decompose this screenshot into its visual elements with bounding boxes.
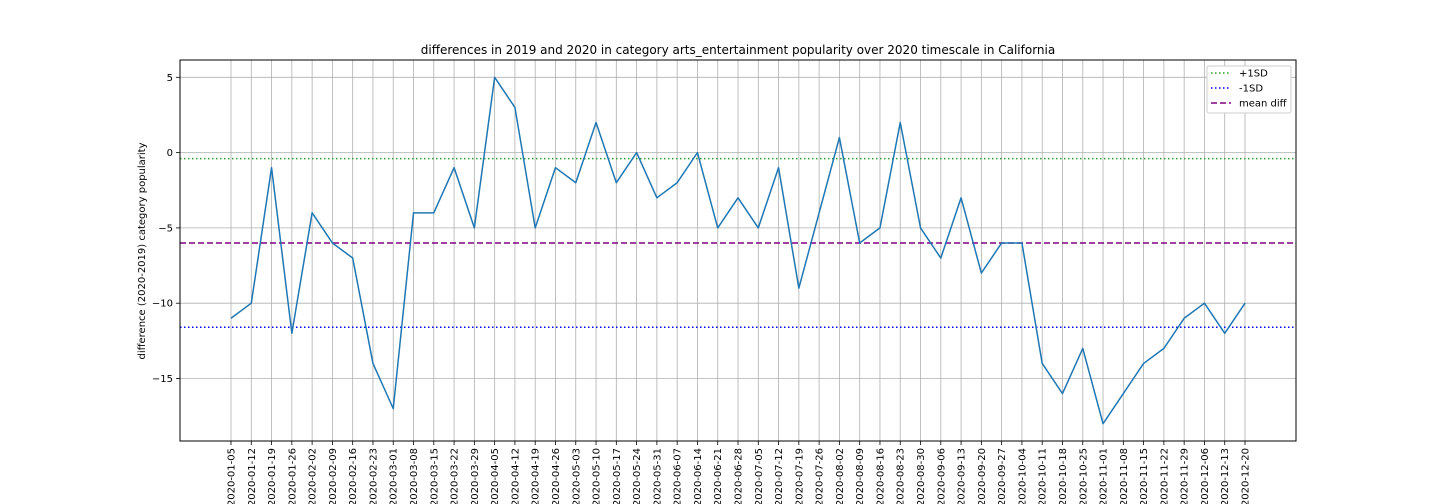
x-tick-label: 2020-06-07 xyxy=(673,448,684,504)
x-tick-label: 2020-01-19 xyxy=(267,448,278,504)
legend: +1SD -1SD mean diff xyxy=(1206,65,1292,114)
x-tick-label: 2020-03-01 xyxy=(389,448,400,504)
x-tick-label: 2020-11-29 xyxy=(1180,448,1191,504)
x-tick-label: 2020-06-28 xyxy=(734,448,745,504)
legend-label: -1SD xyxy=(1239,84,1263,95)
x-tick-label: 2020-10-18 xyxy=(1058,448,1069,504)
x-axis: 2020-01-05 2020-01-12 2020-01-19 2020-01-26… xyxy=(227,441,1252,504)
x-tick-label: 2020-10-11 xyxy=(1038,448,1049,504)
x-tick-label: 2020-04-05 xyxy=(490,448,501,504)
x-tick-label: 2020-01-05 xyxy=(227,448,238,504)
x-tick-label: 2020-10-25 xyxy=(1078,448,1089,504)
x-tick-label: 2020-08-30 xyxy=(916,448,927,504)
x-tick-label: 2020-01-26 xyxy=(287,448,298,504)
legend-box xyxy=(1206,65,1292,114)
x-tick-label: 2020-05-17 xyxy=(612,448,623,504)
x-tick-label: 2020-10-04 xyxy=(1017,448,1028,504)
x-tick-label: 2020-06-14 xyxy=(693,448,704,504)
series-layer xyxy=(230,76,1246,425)
x-tick-label: 2020-07-12 xyxy=(774,448,785,504)
x-tick-label: 2020-05-24 xyxy=(632,448,643,504)
x-tick-label: 2020-02-16 xyxy=(348,448,359,504)
x-tick-label: 2020-04-26 xyxy=(551,448,562,504)
x-tick-label: 2020-04-12 xyxy=(510,448,521,504)
y-tick-label: 0 xyxy=(167,148,173,159)
x-tick-label: 2020-09-20 xyxy=(977,448,988,504)
y-tick-label: 5 xyxy=(167,73,173,84)
y-tick-label: −10 xyxy=(152,299,173,310)
reference-lines xyxy=(180,157,1296,329)
x-tick-label: 2020-06-21 xyxy=(713,448,724,504)
x-tick-label: 2020-02-09 xyxy=(328,448,339,504)
x-tick-label: 2020-12-13 xyxy=(1220,448,1231,504)
legend-label: mean diff xyxy=(1239,99,1288,110)
x-tick-label: 2020-03-08 xyxy=(409,448,420,504)
x-tick-label: 2020-09-27 xyxy=(997,448,1008,504)
x-gridlines xyxy=(230,60,1246,441)
x-tick-label: 2020-07-26 xyxy=(815,448,826,504)
x-tick-label: 2020-01-12 xyxy=(247,448,258,504)
x-tick-label: 2020-07-05 xyxy=(754,448,765,504)
y-gridlines xyxy=(180,76,1296,379)
x-tick-label: 2020-09-13 xyxy=(957,448,968,504)
x-tick-label: 2020-11-15 xyxy=(1139,448,1150,504)
y-tick-label: −15 xyxy=(152,374,173,385)
y-tick-label: −5 xyxy=(158,223,173,234)
x-tick-label: 2020-03-22 xyxy=(450,448,461,504)
x-tick-label: 2020-12-20 xyxy=(1241,448,1252,504)
x-tick-label: 2020-08-09 xyxy=(855,448,866,504)
x-tick-label: 2020-11-08 xyxy=(1119,448,1130,504)
x-tick-label: 2020-11-22 xyxy=(1159,448,1170,504)
x-tick-label: 2020-08-16 xyxy=(875,448,886,504)
x-tick-label: 2020-05-31 xyxy=(652,448,663,504)
x-tick-label: 2020-02-02 xyxy=(308,448,319,504)
x-tick-label: 2020-12-06 xyxy=(1200,448,1211,504)
x-tick-label: 2020-08-23 xyxy=(896,448,907,504)
x-tick-label: 2020-04-19 xyxy=(531,448,542,504)
x-tick-label: 2020-08-02 xyxy=(835,448,846,504)
x-tick-label: 2020-09-06 xyxy=(936,448,947,504)
x-tick-label: 2020-02-23 xyxy=(368,448,379,504)
x-tick-label: 2020-05-03 xyxy=(571,448,582,504)
x-tick-label: 2020-05-10 xyxy=(592,448,603,504)
y-axis: 5 0 −5 −10 −15 xyxy=(152,73,180,385)
y-axis-label: difference (2020-2019) category populari… xyxy=(137,142,148,359)
data-line xyxy=(230,76,1246,425)
x-tick-label: 2020-03-29 xyxy=(470,448,481,504)
x-tick-label: 2020-07-19 xyxy=(794,448,805,504)
x-tick-label: 2020-11-01 xyxy=(1099,448,1110,504)
x-tick-label: 2020-03-15 xyxy=(429,448,440,504)
legend-label: +1SD xyxy=(1239,69,1268,80)
chart-title: differences in 2019 and 2020 in category… xyxy=(421,43,1055,57)
